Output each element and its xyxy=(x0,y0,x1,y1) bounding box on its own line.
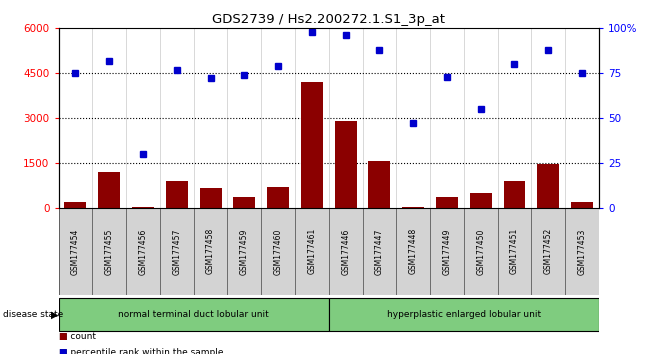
Bar xyxy=(537,164,559,207)
Bar xyxy=(200,188,221,207)
Bar xyxy=(227,207,261,295)
Bar xyxy=(160,207,194,295)
Text: hyperplastic enlarged lobular unit: hyperplastic enlarged lobular unit xyxy=(387,310,541,319)
Text: disease state: disease state xyxy=(3,310,64,319)
Text: GSM177461: GSM177461 xyxy=(307,228,316,274)
Bar xyxy=(430,207,464,295)
Text: ▶: ▶ xyxy=(51,310,59,320)
Text: GSM177460: GSM177460 xyxy=(273,228,283,275)
Bar xyxy=(329,207,363,295)
Bar xyxy=(368,161,391,207)
Bar xyxy=(464,207,497,295)
Bar xyxy=(329,298,599,331)
Bar xyxy=(301,82,323,207)
Bar xyxy=(571,201,593,207)
Text: GSM177450: GSM177450 xyxy=(477,228,485,275)
Text: GSM177459: GSM177459 xyxy=(240,228,249,275)
Bar xyxy=(59,207,92,295)
Text: GSM177454: GSM177454 xyxy=(71,228,80,275)
Text: ■ percentile rank within the sample: ■ percentile rank within the sample xyxy=(59,348,223,354)
Bar xyxy=(126,207,160,295)
Title: GDS2739 / Hs2.200272.1.S1_3p_at: GDS2739 / Hs2.200272.1.S1_3p_at xyxy=(212,13,445,26)
Text: GSM177457: GSM177457 xyxy=(173,228,181,275)
Text: GSM177455: GSM177455 xyxy=(105,228,114,275)
Text: GSM177448: GSM177448 xyxy=(409,228,418,274)
Text: ■: ■ xyxy=(59,348,67,354)
Text: GSM177453: GSM177453 xyxy=(577,228,587,275)
Text: GSM177449: GSM177449 xyxy=(443,228,451,275)
Bar xyxy=(267,187,289,207)
Text: ■: ■ xyxy=(59,332,67,341)
Bar xyxy=(565,207,599,295)
Bar xyxy=(166,181,187,207)
Bar xyxy=(335,121,357,207)
Bar xyxy=(363,207,396,295)
Bar xyxy=(194,207,227,295)
Bar xyxy=(503,181,525,207)
Text: GSM177458: GSM177458 xyxy=(206,228,215,274)
Bar xyxy=(98,172,120,207)
Text: GSM177451: GSM177451 xyxy=(510,228,519,274)
Text: GSM177456: GSM177456 xyxy=(139,228,148,275)
Bar xyxy=(92,207,126,295)
Bar xyxy=(497,207,531,295)
Bar xyxy=(470,193,492,207)
Bar xyxy=(396,207,430,295)
Text: GSM177447: GSM177447 xyxy=(375,228,384,275)
Text: GSM177452: GSM177452 xyxy=(544,228,553,274)
Bar xyxy=(261,207,295,295)
Bar xyxy=(295,207,329,295)
Text: GSM177446: GSM177446 xyxy=(341,228,350,275)
Bar xyxy=(64,201,87,207)
Bar xyxy=(59,298,329,331)
Text: ■ count: ■ count xyxy=(59,332,96,341)
Text: normal terminal duct lobular unit: normal terminal duct lobular unit xyxy=(118,310,269,319)
Bar xyxy=(436,197,458,207)
Bar xyxy=(531,207,565,295)
Bar xyxy=(233,197,255,207)
